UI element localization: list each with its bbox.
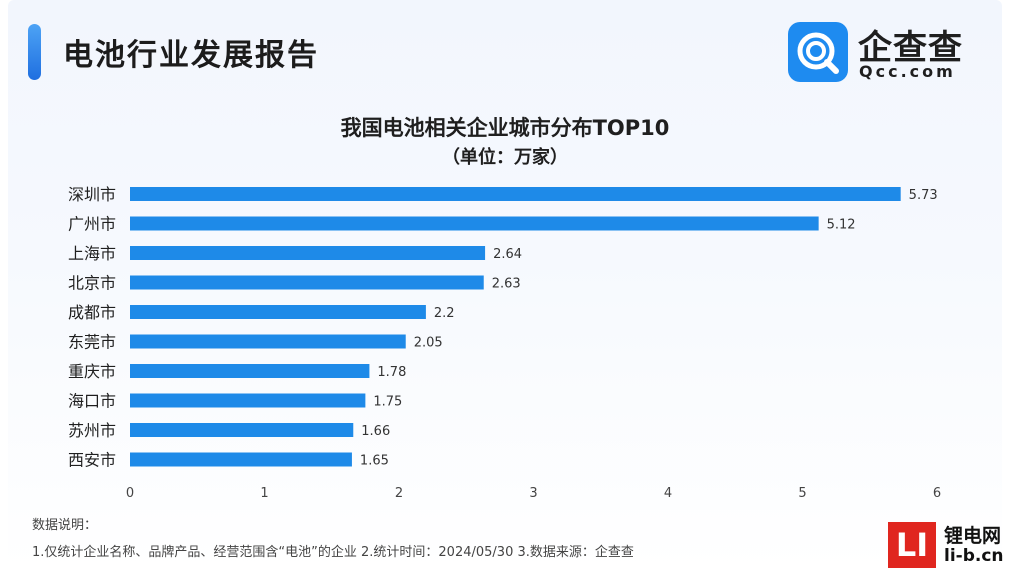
category-label: 广州市 (68, 215, 116, 234)
value-label: 5.12 (827, 218, 856, 233)
value-label: 1.65 (360, 454, 389, 469)
x-tick-label: 1 (260, 486, 268, 501)
x-tick-label: 5 (798, 486, 806, 501)
x-tick-label: 3 (529, 486, 537, 501)
category-label: 成都市 (68, 303, 116, 322)
logo-domain: Qcc.com (859, 62, 956, 81)
chart-subtitle: （单位：万家） (442, 147, 568, 168)
bar (130, 216, 819, 231)
x-tick-label: 2 (395, 486, 403, 501)
category-label: 深圳市 (68, 185, 116, 204)
bar (130, 305, 426, 319)
category-label: 苏州市 (68, 421, 116, 440)
value-label: 1.66 (361, 424, 390, 439)
bar (130, 246, 486, 260)
bar (130, 187, 901, 201)
value-label: 2.2 (434, 306, 455, 321)
bar (130, 423, 354, 437)
bar (130, 334, 406, 349)
watermark-logo: LI (888, 522, 936, 568)
watermark-domain: li-b.cn (944, 546, 1004, 566)
value-label: 1.78 (377, 365, 406, 380)
header-accent-bar (28, 24, 41, 80)
logo-name: 企查查 (858, 28, 963, 68)
x-tick-label: 0 (126, 486, 134, 501)
bar-chart: 深圳市 5.73 广州市 5.12 上海市 2.64 北京市 2.63 成都市 2.2 东莞市 2.0… (68, 185, 941, 501)
value-label: 2.63 (492, 277, 521, 292)
bar (130, 393, 366, 408)
category-label: 西安市 (68, 451, 116, 470)
value-label: 5.73 (909, 188, 938, 203)
category-label: 北京市 (68, 274, 116, 293)
notes-text: 1.仅统计企业名称、品牌产品、经营范围含“电池”的企业 2.统计时间：2024/… (32, 545, 634, 560)
x-tick-label: 4 (664, 486, 672, 501)
report-card: 电池行业发展报告 企查查 Qcc.com 我国电池相关企业城市分布TOP10 （… (8, 0, 1002, 570)
watermark-name: 锂电网 (944, 525, 1002, 547)
category-label: 重庆市 (68, 362, 116, 381)
bar (130, 364, 370, 378)
chart-title: 我国电池相关企业城市分布TOP10 (340, 116, 670, 140)
value-label: 2.05 (414, 336, 443, 351)
value-label: 1.75 (373, 395, 402, 410)
notes-label: 数据说明： (32, 518, 98, 533)
category-label: 东莞市 (68, 333, 116, 352)
bar (130, 452, 352, 467)
page-title: 电池行业发展报告 (63, 38, 319, 73)
bar (130, 275, 484, 290)
category-label: 海口市 (68, 392, 116, 411)
x-tick-label: 6 (933, 486, 941, 501)
category-label: 上海市 (68, 244, 116, 263)
value-label: 2.64 (493, 247, 522, 262)
qcc-logo-icon (788, 22, 848, 82)
